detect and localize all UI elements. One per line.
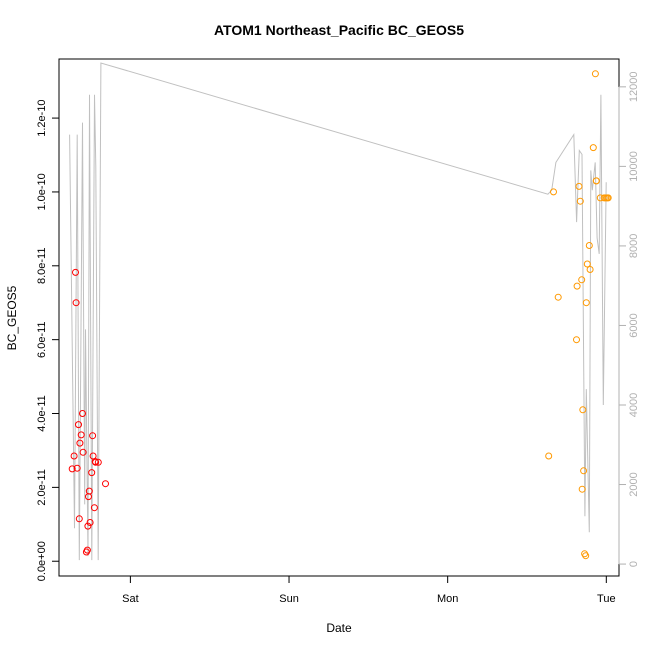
y-axis-right: 0 2000 4000 6000 8000 10000 12000 bbox=[618, 72, 640, 567]
data-point bbox=[89, 432, 97, 440]
y-tick-label: 8.0e-11 bbox=[36, 248, 48, 285]
data-point bbox=[70, 452, 78, 460]
data-point bbox=[589, 144, 597, 152]
y2-tick-label: 12000 bbox=[628, 72, 640, 103]
y2-tick-label: 10000 bbox=[628, 151, 640, 182]
data-points-layer bbox=[68, 70, 612, 560]
y-axis-label: BC_GEOS5 bbox=[5, 285, 19, 350]
data-point bbox=[575, 182, 583, 190]
data-point bbox=[77, 431, 85, 439]
data-point bbox=[576, 197, 584, 205]
data-point bbox=[83, 546, 91, 554]
y-tick-label: 1.2e-10 bbox=[36, 99, 48, 136]
data-point bbox=[592, 177, 600, 185]
y2-tick-label: 4000 bbox=[628, 393, 640, 417]
altitude-line-layer bbox=[69, 62, 607, 561]
data-point bbox=[573, 336, 580, 344]
y2-tick-label: 0 bbox=[628, 561, 640, 567]
data-point bbox=[72, 299, 80, 307]
data-point bbox=[86, 519, 94, 526]
y-tick-label: 1.0e-10 bbox=[36, 173, 48, 210]
data-point bbox=[580, 467, 588, 475]
y-tick-label: 6.0e-11 bbox=[36, 321, 48, 358]
x-tick-label: Tue bbox=[597, 593, 616, 605]
data-point bbox=[545, 452, 553, 460]
x-axis: Sat Sun Mon Tue bbox=[122, 575, 616, 605]
data-point bbox=[596, 194, 604, 202]
x-tick-label: Sat bbox=[122, 593, 139, 605]
x-axis-label: Date bbox=[326, 621, 352, 635]
data-point bbox=[75, 515, 83, 523]
data-point bbox=[585, 242, 593, 249]
data-point bbox=[554, 293, 562, 301]
data-point bbox=[582, 299, 590, 307]
data-point bbox=[76, 439, 84, 447]
data-point bbox=[72, 268, 79, 276]
data-point bbox=[579, 406, 587, 414]
data-point bbox=[75, 421, 82, 429]
data-point bbox=[68, 465, 76, 473]
data-point bbox=[92, 458, 100, 466]
data-point bbox=[102, 480, 109, 488]
data-point bbox=[79, 410, 86, 417]
y-tick-label: 2.0e-11 bbox=[36, 469, 48, 506]
data-point bbox=[79, 448, 87, 456]
data-point bbox=[604, 194, 612, 202]
y-tick-label: 4.0e-11 bbox=[36, 395, 48, 432]
chart-title: ATOM1 Northeast_Pacific BC_GEOS5 bbox=[214, 22, 464, 38]
data-point bbox=[90, 504, 98, 512]
data-point bbox=[583, 260, 591, 268]
data-point bbox=[591, 70, 599, 78]
data-point bbox=[94, 458, 102, 466]
data-point bbox=[586, 266, 594, 273]
data-point bbox=[578, 276, 586, 284]
y2-tick-label: 2000 bbox=[628, 472, 640, 496]
data-point bbox=[573, 282, 581, 290]
data-point bbox=[582, 552, 590, 560]
y2-tick-label: 6000 bbox=[628, 313, 640, 337]
x-tick-label: Mon bbox=[437, 593, 458, 605]
data-point bbox=[550, 188, 557, 196]
data-point bbox=[73, 464, 81, 472]
y2-tick-label: 8000 bbox=[628, 234, 640, 258]
data-point bbox=[578, 485, 586, 493]
y-axis-left: 0.0e+00 2.0e-11 4.0e-11 6.0e-11 8.0e-11 1.0e-… bbox=[36, 99, 60, 581]
altitude-line bbox=[69, 62, 607, 561]
data-point bbox=[85, 487, 93, 495]
data-point bbox=[88, 469, 96, 477]
x-tick-label: Sun bbox=[279, 593, 299, 605]
y-tick-label: 0.0e+00 bbox=[36, 541, 48, 581]
data-point bbox=[84, 522, 92, 530]
